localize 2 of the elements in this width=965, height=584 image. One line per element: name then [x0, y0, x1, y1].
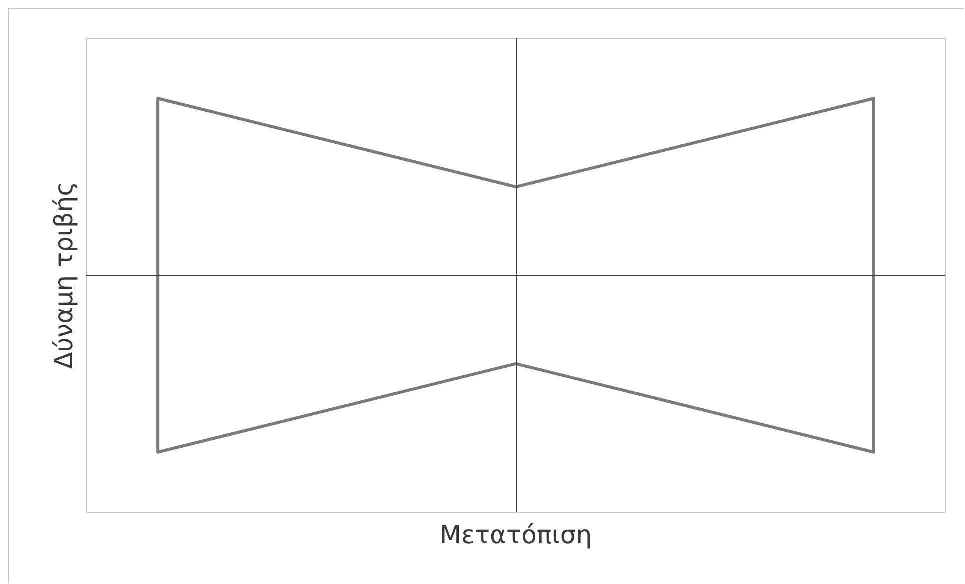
x-axis-title: Μετατόπιση — [440, 520, 592, 550]
y-axis-title: Δύναμη τριβής — [50, 182, 78, 370]
